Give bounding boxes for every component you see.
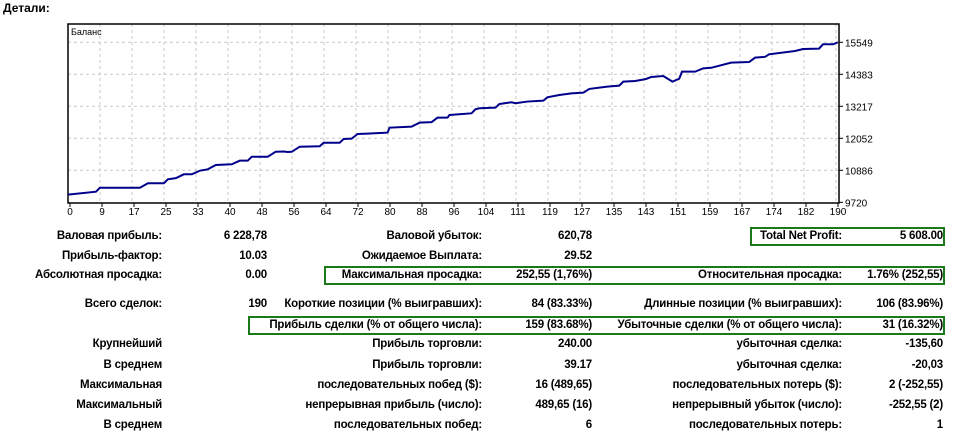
x-tick-label: 143 (638, 207, 655, 218)
stat-label: последовательных потерь ($): (672, 379, 843, 391)
stat-label: Абсолютная просадка: (34, 269, 162, 281)
stat-label: убыточная сделка: (736, 338, 843, 350)
x-tick-label: 80 (384, 207, 396, 218)
y-tick-label: 9720 (845, 198, 868, 209)
stat-value: 489,65 (16) (535, 399, 592, 411)
stat-value: -252,55 (2) (888, 399, 943, 411)
stat-value: 6 (585, 419, 592, 431)
y-tick-label: 12052 (845, 134, 873, 145)
x-tick-label: 151 (670, 207, 687, 218)
stat-label: Длинные позиции (% выигравших): (644, 298, 842, 310)
x-tick-label: 9 (99, 207, 105, 218)
highlight-drawdown (324, 266, 945, 285)
x-tick-label: 104 (478, 207, 495, 218)
highlight-trade-ratio (248, 316, 945, 335)
stat-value: 1 (936, 419, 943, 431)
x-tick-label: 48 (256, 207, 268, 218)
stat-value: 6 228,78 (223, 230, 267, 242)
plot-area (68, 24, 839, 203)
x-tick-label: 72 (352, 207, 364, 218)
stat-label: последовательных побед: (333, 419, 482, 431)
stat-value: -20,03 (911, 359, 944, 371)
stat-value: 240.00 (558, 338, 592, 350)
x-tick-label: 88 (416, 207, 428, 218)
x-tick-label: 135 (606, 207, 623, 218)
x-tick-label: 167 (734, 207, 751, 218)
stat-label: убыточная сделка: (736, 359, 843, 371)
stat-label: последовательных потерь: (689, 419, 842, 431)
x-tick-label: 174 (766, 207, 783, 218)
stat-label: Ожидаемое Выплата: (361, 250, 482, 262)
stat-value: 0.00 (245, 269, 267, 281)
stat-label: Валовой убыток: (386, 230, 483, 242)
stat-label: Прибыль сделки (% от общего числа): (269, 319, 482, 331)
y-tick-label: 14383 (845, 70, 873, 81)
stat-label: Total Net Profit: (760, 230, 842, 242)
plot-border (67, 23, 840, 204)
stat-value: 16 (489,65) (535, 379, 592, 391)
balance-line (67, 41, 839, 196)
x-tick-label: 159 (702, 207, 719, 218)
stat-label: Прибыль торговли: (372, 359, 482, 371)
stat-label: Прибыль-фактор: (61, 250, 162, 262)
x-tick-label: 25 (160, 207, 172, 218)
stat-label: Всего сделок: (84, 298, 162, 310)
stat-label: Короткие позиции (% выигравших): (284, 298, 482, 310)
x-tick-label: 127 (574, 207, 591, 218)
stat-value: 29.52 (564, 250, 592, 262)
stat-value: -135,60 (905, 338, 943, 350)
x-tick-label: 96 (448, 207, 460, 218)
section-title: Детали: (3, 1, 50, 15)
highlight-total-net-profit (750, 227, 945, 246)
x-tick-label: 56 (288, 207, 300, 218)
x-tick-label: 182 (798, 207, 815, 218)
y-tick-label: 15549 (845, 38, 873, 49)
x-tick-label: 33 (192, 207, 204, 218)
stat-value: 159 (83.68%) (525, 319, 592, 331)
stat-label: В среднем (103, 419, 162, 431)
stat-label: Валовая прибыль: (56, 230, 162, 242)
balance-chart: 15549 14383 13217 12052 10886 9720 0 9 17 25 33 40 4… (67, 23, 873, 218)
stat-value: 620,78 (558, 230, 592, 242)
x-tick-label: 64 (320, 207, 332, 218)
x-tick-label: 111 (510, 207, 526, 218)
stat-value: 2 (-252,55) (888, 379, 943, 391)
x-tick-label: 17 (128, 207, 140, 218)
y-tick-label: 13217 (845, 102, 873, 113)
stat-label: последовательных побед ($): (317, 379, 482, 391)
stat-value: 5 608.00 (899, 230, 943, 242)
stat-value: 31 (16.32%) (882, 319, 944, 331)
stat-label: Прибыль торговли: (372, 338, 482, 350)
stat-label: Относительная просадка: (698, 269, 842, 281)
stat-value: 252,55 (1,76%) (516, 269, 592, 281)
x-tick-label: 0 (67, 207, 73, 218)
x-tick-label: 119 (542, 207, 558, 218)
stat-value: 106 (83.96%) (876, 298, 943, 310)
chart-title: Баланс (71, 27, 102, 37)
stat-label: непрерывный убыток (число): (672, 399, 842, 411)
stat-value: 1.76% (252,55) (867, 269, 943, 281)
stat-label: Максимальная просадка: (341, 269, 482, 281)
stat-label: Крупнейший (92, 338, 163, 350)
y-tick-label: 10886 (845, 166, 873, 177)
x-tick-label: 40 (224, 207, 236, 218)
x-tick-label: 190 (830, 207, 847, 218)
stat-label: В среднем (103, 359, 162, 371)
stat-value: 84 (83.33%) (531, 298, 593, 310)
stat-label: Максимальный (76, 399, 162, 411)
stat-value: 39.17 (564, 359, 592, 371)
stat-value: 190 (248, 298, 267, 310)
stat-value: 10.03 (239, 250, 267, 262)
stat-label: Убыточные сделки (% от общего числа): (617, 319, 843, 331)
stat-label: Максимальная (80, 379, 162, 391)
stat-label: непрерывная прибыль (число): (305, 399, 482, 411)
